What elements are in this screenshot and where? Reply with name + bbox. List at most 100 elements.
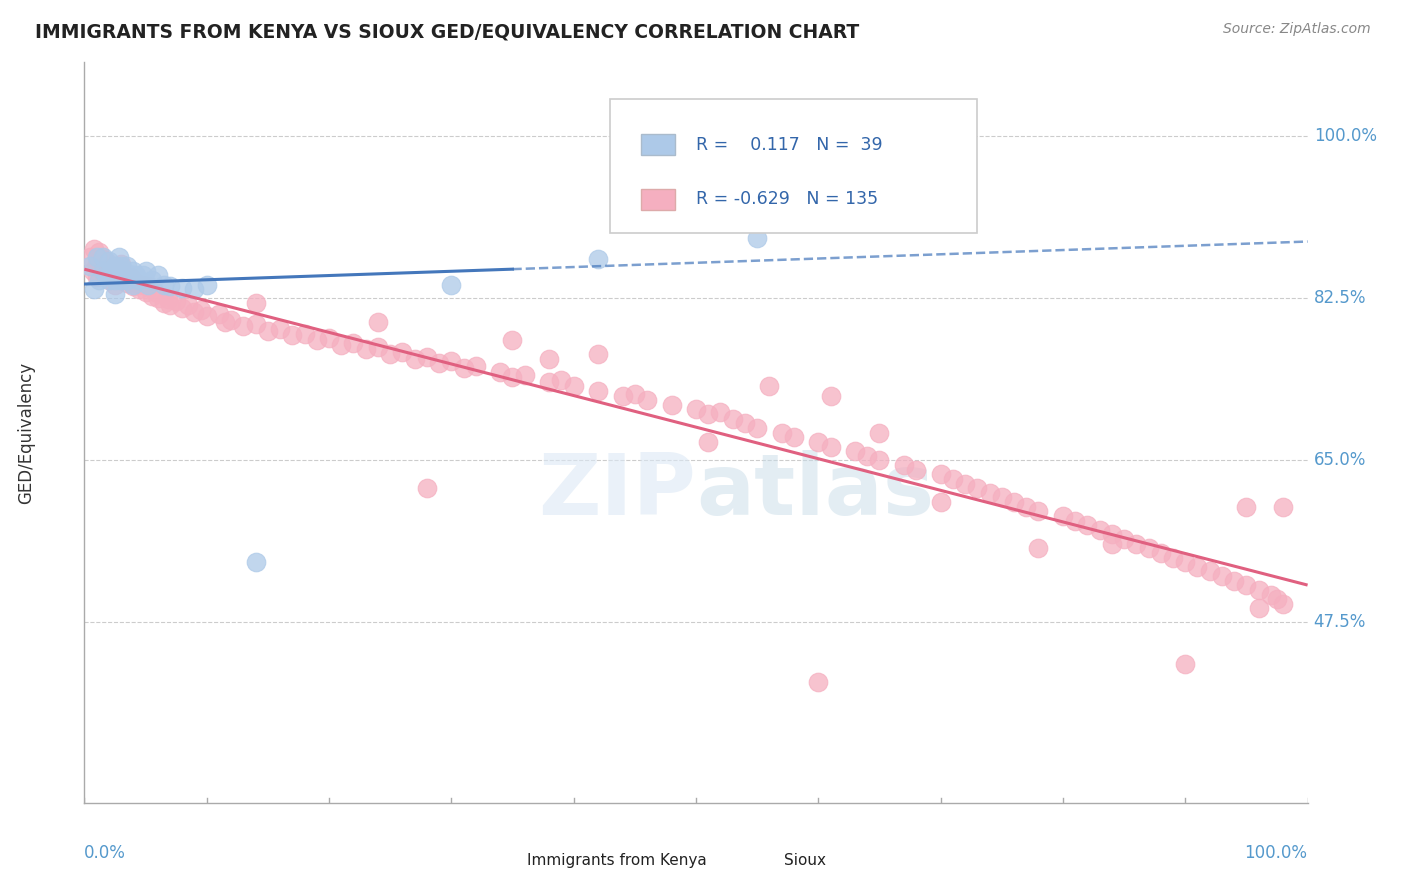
Point: [721, 411, 744, 425]
Point: [440, 277, 463, 292]
Point: [869, 425, 891, 440]
Point: [104, 259, 127, 273]
Point: [195, 277, 218, 292]
Point: [195, 309, 218, 323]
Point: [1002, 495, 1025, 509]
Point: [269, 322, 291, 336]
Point: [245, 318, 267, 332]
Point: [953, 476, 976, 491]
Point: [146, 268, 169, 283]
Point: [91, 252, 114, 266]
Point: [97, 254, 120, 268]
Point: [966, 481, 988, 495]
Point: [143, 285, 166, 299]
Point: [807, 434, 830, 449]
Point: [172, 301, 194, 315]
Point: [107, 268, 129, 283]
Point: [1223, 574, 1246, 588]
Point: [489, 366, 512, 380]
Point: [685, 402, 707, 417]
Point: [562, 379, 585, 393]
Point: [709, 405, 731, 419]
Point: [612, 389, 634, 403]
Point: [929, 495, 952, 509]
Point: [1174, 555, 1197, 569]
Point: [214, 315, 236, 329]
Point: [91, 250, 114, 264]
Point: [1236, 500, 1258, 514]
Point: [110, 257, 132, 271]
Text: 100.0%: 100.0%: [1244, 844, 1308, 862]
Point: [125, 268, 148, 283]
Point: [122, 277, 145, 292]
Point: [807, 675, 830, 690]
Point: [502, 370, 524, 384]
Point: [110, 273, 132, 287]
Point: [91, 267, 114, 281]
Point: [697, 407, 720, 421]
Text: 0.0%: 0.0%: [84, 844, 127, 862]
Point: [141, 273, 163, 287]
FancyBboxPatch shape: [494, 853, 522, 870]
Point: [125, 276, 148, 290]
FancyBboxPatch shape: [641, 189, 675, 210]
Point: [79, 250, 101, 264]
Point: [367, 315, 389, 329]
Point: [1236, 578, 1258, 592]
Point: [354, 343, 377, 357]
Point: [979, 485, 1001, 500]
Point: [183, 305, 205, 319]
Text: 100.0%: 100.0%: [1313, 128, 1376, 145]
Point: [929, 467, 952, 482]
Point: [128, 273, 150, 287]
Point: [86, 270, 108, 285]
Point: [89, 260, 111, 275]
Point: [136, 277, 159, 292]
Text: 47.5%: 47.5%: [1313, 614, 1367, 632]
Point: [661, 398, 683, 412]
Point: [1211, 569, 1233, 583]
Point: [86, 250, 108, 264]
Point: [1125, 536, 1147, 550]
Point: [1265, 592, 1288, 607]
Point: [942, 472, 965, 486]
Point: [1150, 546, 1173, 560]
Point: [1198, 565, 1220, 579]
Point: [747, 231, 769, 245]
Point: [97, 273, 120, 287]
Text: GED/Equivalency: GED/Equivalency: [17, 361, 35, 504]
Point: [1028, 541, 1050, 556]
Point: [82, 263, 104, 277]
Point: [391, 345, 413, 359]
Point: [87, 245, 110, 260]
Point: [87, 273, 110, 287]
Point: [107, 250, 129, 264]
Point: [538, 375, 561, 389]
Point: [734, 417, 756, 431]
Point: [281, 328, 304, 343]
Point: [636, 393, 658, 408]
Point: [294, 326, 316, 341]
Point: [318, 331, 340, 345]
Point: [128, 282, 150, 296]
Point: [172, 281, 194, 295]
Point: [112, 270, 135, 285]
Text: IMMIGRANTS FROM KENYA VS SIOUX GED/EQUIVALENCY CORRELATION CHART: IMMIGRANTS FROM KENYA VS SIOUX GED/EQUIV…: [35, 22, 859, 41]
Point: [165, 294, 187, 309]
Point: [83, 243, 105, 257]
Point: [91, 263, 114, 277]
Text: 65.0%: 65.0%: [1313, 451, 1367, 469]
Point: [132, 277, 155, 292]
Point: [1064, 514, 1087, 528]
Point: [190, 303, 212, 318]
Point: [104, 286, 127, 301]
FancyBboxPatch shape: [641, 135, 675, 155]
Point: [86, 257, 108, 271]
Text: Sioux: Sioux: [785, 853, 827, 868]
Point: [104, 263, 127, 277]
Point: [1052, 508, 1074, 523]
Point: [1247, 582, 1270, 597]
Point: [104, 277, 127, 292]
Point: [586, 384, 609, 398]
Text: Source: ZipAtlas.com: Source: ZipAtlas.com: [1223, 22, 1371, 37]
